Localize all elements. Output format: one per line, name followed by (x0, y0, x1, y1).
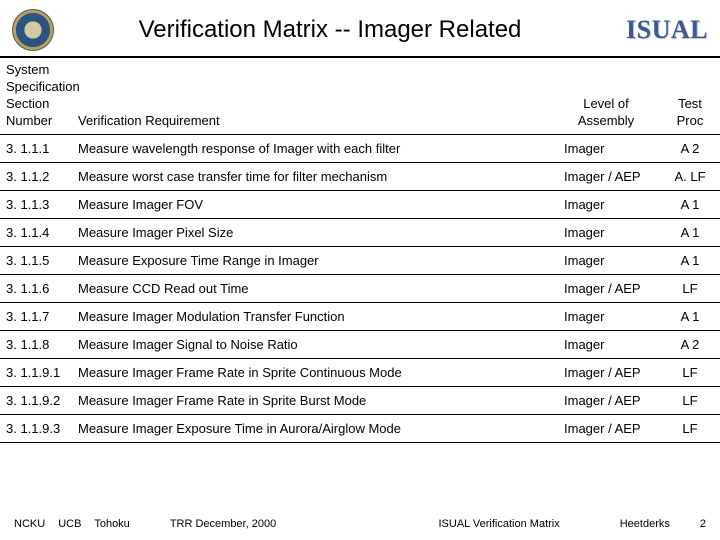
table-row: 3. 1.1.1Measure wavelength response of I… (0, 134, 720, 162)
col-header-assembly: Level of Assembly (552, 58, 660, 134)
cell-c3: Imager / AEP (552, 358, 660, 386)
cell-c4: A 1 (660, 246, 720, 274)
cell-c3: Imager (552, 330, 660, 358)
slide-header: Verification Matrix -- Imager Related IS… (0, 0, 720, 58)
cell-c4: A 1 (660, 190, 720, 218)
cell-c1: 3. 1.1.9.1 (0, 358, 72, 386)
cell-c2: Measure Imager Frame Rate in Sprite Burs… (72, 386, 552, 414)
cell-c4: A 1 (660, 302, 720, 330)
cell-c2: Measure Imager Pixel Size (72, 218, 552, 246)
footer-org-ncku: NCKU (14, 518, 45, 530)
cell-c1: 3. 1.1.9.3 (0, 414, 72, 442)
table-row: 3. 1.1.5Measure Exposure Time Range in I… (0, 246, 720, 274)
cell-c1: 3. 1.1.8 (0, 330, 72, 358)
cell-c3: Imager / AEP (552, 274, 660, 302)
cell-c3: Imager (552, 134, 660, 162)
cell-c2: Measure Exposure Time Range in Imager (72, 246, 552, 274)
cell-c4: A 1 (660, 218, 720, 246)
footer-org-ucb: UCB (58, 518, 81, 530)
slide-title: Verification Matrix -- Imager Related (34, 16, 626, 44)
slide-footer: NCKU UCB Tohoku TRR December, 2000 ISUAL… (0, 518, 720, 530)
cell-c1: 3. 1.1.2 (0, 162, 72, 190)
footer-doc-title: ISUAL Verification Matrix (438, 518, 559, 530)
cell-c3: Imager (552, 246, 660, 274)
cell-c1: 3. 1.1.7 (0, 302, 72, 330)
cell-c3: Imager / AEP (552, 162, 660, 190)
cell-c2: Measure Imager Modulation Transfer Funct… (72, 302, 552, 330)
table-row: 3. 1.1.6Measure CCD Read out TimeImager … (0, 274, 720, 302)
cell-c4: LF (660, 386, 720, 414)
table-row: 3. 1.1.9.2Measure Imager Frame Rate in S… (0, 386, 720, 414)
cell-c1: 3. 1.1.4 (0, 218, 72, 246)
cell-c2: Measure wavelength response of Imager wi… (72, 134, 552, 162)
cell-c4: LF (660, 358, 720, 386)
table-row: 3. 1.1.2Measure worst case transfer time… (0, 162, 720, 190)
cell-c2: Measure CCD Read out Time (72, 274, 552, 302)
cell-c3: Imager (552, 302, 660, 330)
cell-c2: Measure Imager Signal to Noise Ratio (72, 330, 552, 358)
cell-c4: A 2 (660, 134, 720, 162)
table-row: 3. 1.1.3Measure Imager FOVImagerA 1 (0, 190, 720, 218)
cell-c2: Measure Imager FOV (72, 190, 552, 218)
col-header-section-number: System Specification Section Number (0, 58, 72, 134)
cell-c3: Imager / AEP (552, 414, 660, 442)
isual-logo: ISUAL (626, 15, 708, 45)
table-row: 3. 1.1.7Measure Imager Modulation Transf… (0, 302, 720, 330)
cell-c2: Measure Imager Exposure Time in Aurora/A… (72, 414, 552, 442)
verification-matrix-table: System Specification Section Number Veri… (0, 58, 720, 443)
cell-c2: Measure worst case transfer time for fil… (72, 162, 552, 190)
cell-c4: A 2 (660, 330, 720, 358)
cell-c3: Imager (552, 190, 660, 218)
cell-c1: 3. 1.1.9.2 (0, 386, 72, 414)
footer-event: TRR December, 2000 (170, 518, 439, 530)
footer-page-number: 2 (700, 518, 706, 530)
footer-author: Heetderks (620, 518, 670, 530)
footer-org-tohoku: Tohoku (94, 518, 129, 530)
table-row: 3. 1.1.8Measure Imager Signal to Noise R… (0, 330, 720, 358)
cell-c3: Imager / AEP (552, 386, 660, 414)
cell-c1: 3. 1.1.5 (0, 246, 72, 274)
cell-c2: Measure Imager Frame Rate in Sprite Cont… (72, 358, 552, 386)
table-header-row: System Specification Section Number Veri… (0, 58, 720, 134)
cell-c1: 3. 1.1.1 (0, 134, 72, 162)
col-header-requirement: Verification Requirement (72, 58, 552, 134)
cell-c1: 3. 1.1.3 (0, 190, 72, 218)
cell-c4: LF (660, 274, 720, 302)
cell-c4: LF (660, 414, 720, 442)
table-row: 3. 1.1.9.1Measure Imager Frame Rate in S… (0, 358, 720, 386)
cell-c4: A. LF (660, 162, 720, 190)
table-row: 3. 1.1.4Measure Imager Pixel SizeImagerA… (0, 218, 720, 246)
cell-c1: 3. 1.1.6 (0, 274, 72, 302)
cell-c3: Imager (552, 218, 660, 246)
footer-orgs: NCKU UCB Tohoku (14, 518, 140, 530)
table-row: 3. 1.1.9.3Measure Imager Exposure Time i… (0, 414, 720, 442)
col-header-test-proc: Test Proc (660, 58, 720, 134)
